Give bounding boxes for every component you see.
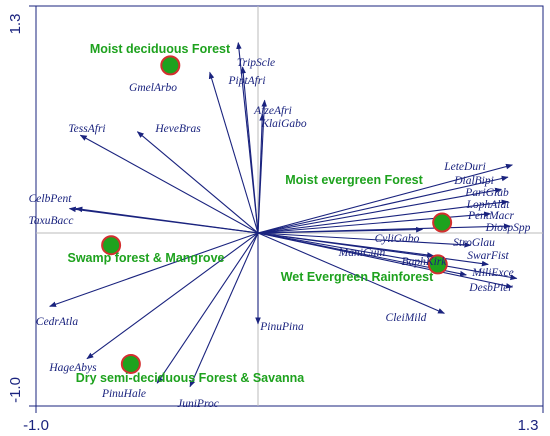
species-label-pinuhale: PinuHale	[101, 388, 146, 400]
group-label-wet-evergreen-rainforest: Wet Evergreen Rainforest	[281, 270, 434, 284]
species-label-cleimild: CleiMild	[386, 312, 427, 324]
group-marker-dry-semi-deciduous-forest-savanna	[120, 353, 141, 374]
group-label-moist-deciduous-forest: Moist deciduous Forest	[90, 42, 231, 56]
species-label-taxubacc: TaxuBacc	[29, 215, 74, 227]
group-label-dry-semi-deciduous-forest-savanna: Dry semi-deciduous Forest & Savanna	[76, 371, 306, 385]
species-arrow-gmelarbo	[208, 71, 259, 234]
species-arrow-lophalat	[257, 199, 509, 234]
group-marker-swamp-forest-mangrove	[101, 235, 122, 256]
species-label-swarfist: SwarFist	[467, 250, 509, 262]
species-label-leteduri: LeteDuri	[443, 161, 486, 173]
species-label-piptafri: PiptAfri	[227, 75, 265, 87]
species-arrow-tessafri	[79, 134, 259, 234]
species-label-hageabys: HageAbys	[48, 362, 97, 374]
species-arrow-swarfist	[257, 232, 489, 267]
species-label-tessafri: TessAfri	[68, 123, 105, 135]
y-tick-label-min: -1.0	[7, 377, 24, 403]
axis-ticks	[29, 5, 544, 413]
species-arrow-taxubacc	[75, 206, 259, 234]
species-label-tripscle: TripScle	[237, 57, 275, 69]
y-tick-label-max: 1.3	[7, 14, 24, 35]
species-label-pariglab: PariGlab	[464, 187, 509, 199]
species-label-dialbipi: DialBipi	[453, 175, 494, 187]
species-label-celbpent: CelbPent	[29, 193, 73, 205]
species-label-hevebras: HeveBras	[154, 123, 201, 135]
species-arrow-piptafri	[240, 66, 259, 234]
group-label-swamp-forest-mangrove: Swamp forest & Mangrove	[68, 251, 225, 265]
species-label-baphkirk: BaphKirk	[402, 256, 448, 268]
species-arrow-stroglau	[257, 232, 472, 248]
species-arrow-hageabys	[86, 232, 259, 360]
species-arrow-cyligabo	[257, 226, 424, 234]
species-arrows	[49, 41, 518, 388]
species-label-juniproc: JuniProc	[177, 398, 219, 410]
species-arrow-juniproc	[189, 232, 259, 388]
group-markers	[101, 55, 453, 374]
group-labels: Moist deciduous Forest Moist evergreen Fo…	[68, 42, 435, 385]
group-marker-wet-evergreen-rainforest	[427, 254, 448, 275]
species-label-miliexce: MiliExce	[471, 267, 514, 279]
species-arrow-desbpier	[257, 232, 513, 289]
species-arrow-cleimild	[257, 232, 445, 314]
x-tick-label-min: -1.0	[23, 417, 49, 434]
species-arrow-klaigabo	[257, 113, 265, 234]
species-arrow-cedratla	[49, 232, 259, 307]
species-label-pentmacr: PentMacr	[467, 210, 515, 222]
species-label-desbpier: DesbPier	[468, 282, 513, 294]
group-marker-moist-evergreen-forest	[432, 212, 453, 233]
species-arrow-leteduri	[257, 163, 513, 234]
group-label-moist-evergreen-forest: Moist evergreen Forest	[285, 173, 423, 187]
x-tick-label-max: 1.3	[518, 417, 539, 434]
plot-frame	[35, 5, 544, 407]
species-label-afzeafri: AfzeAfri	[253, 105, 292, 117]
species-labels: TripScle PiptAfri GmelArbo AfzeAfriKlaiGabo…	[29, 57, 531, 410]
species-label-diospspp: DiospSpp	[485, 222, 531, 234]
species-label-cedratla: CedrAtla	[36, 316, 78, 328]
species-label-pinupina: PinuPina	[259, 321, 304, 333]
species-label-manicuin: ManiCuin	[338, 247, 386, 259]
species-arrow-pinuhale	[156, 232, 259, 384]
species-label-klaigabo: KlaiGabo	[260, 118, 307, 130]
species-arrow-hevebras	[136, 131, 259, 234]
group-marker-moist-deciduous-forest	[160, 55, 181, 76]
species-arrow-miliexce	[257, 232, 518, 281]
species-label-lophalat: LophAlat	[466, 199, 511, 211]
species-arrow-pariglab	[257, 187, 503, 234]
species-arrow-dialbipi	[257, 175, 509, 234]
species-label-stroglau: StroGlau	[453, 237, 495, 249]
species-arrow-pentmacr	[257, 211, 492, 234]
species-label-gmelarbo: GmelArbo	[129, 82, 177, 94]
species-label-cyligabo: CyliGabo	[375, 233, 420, 245]
